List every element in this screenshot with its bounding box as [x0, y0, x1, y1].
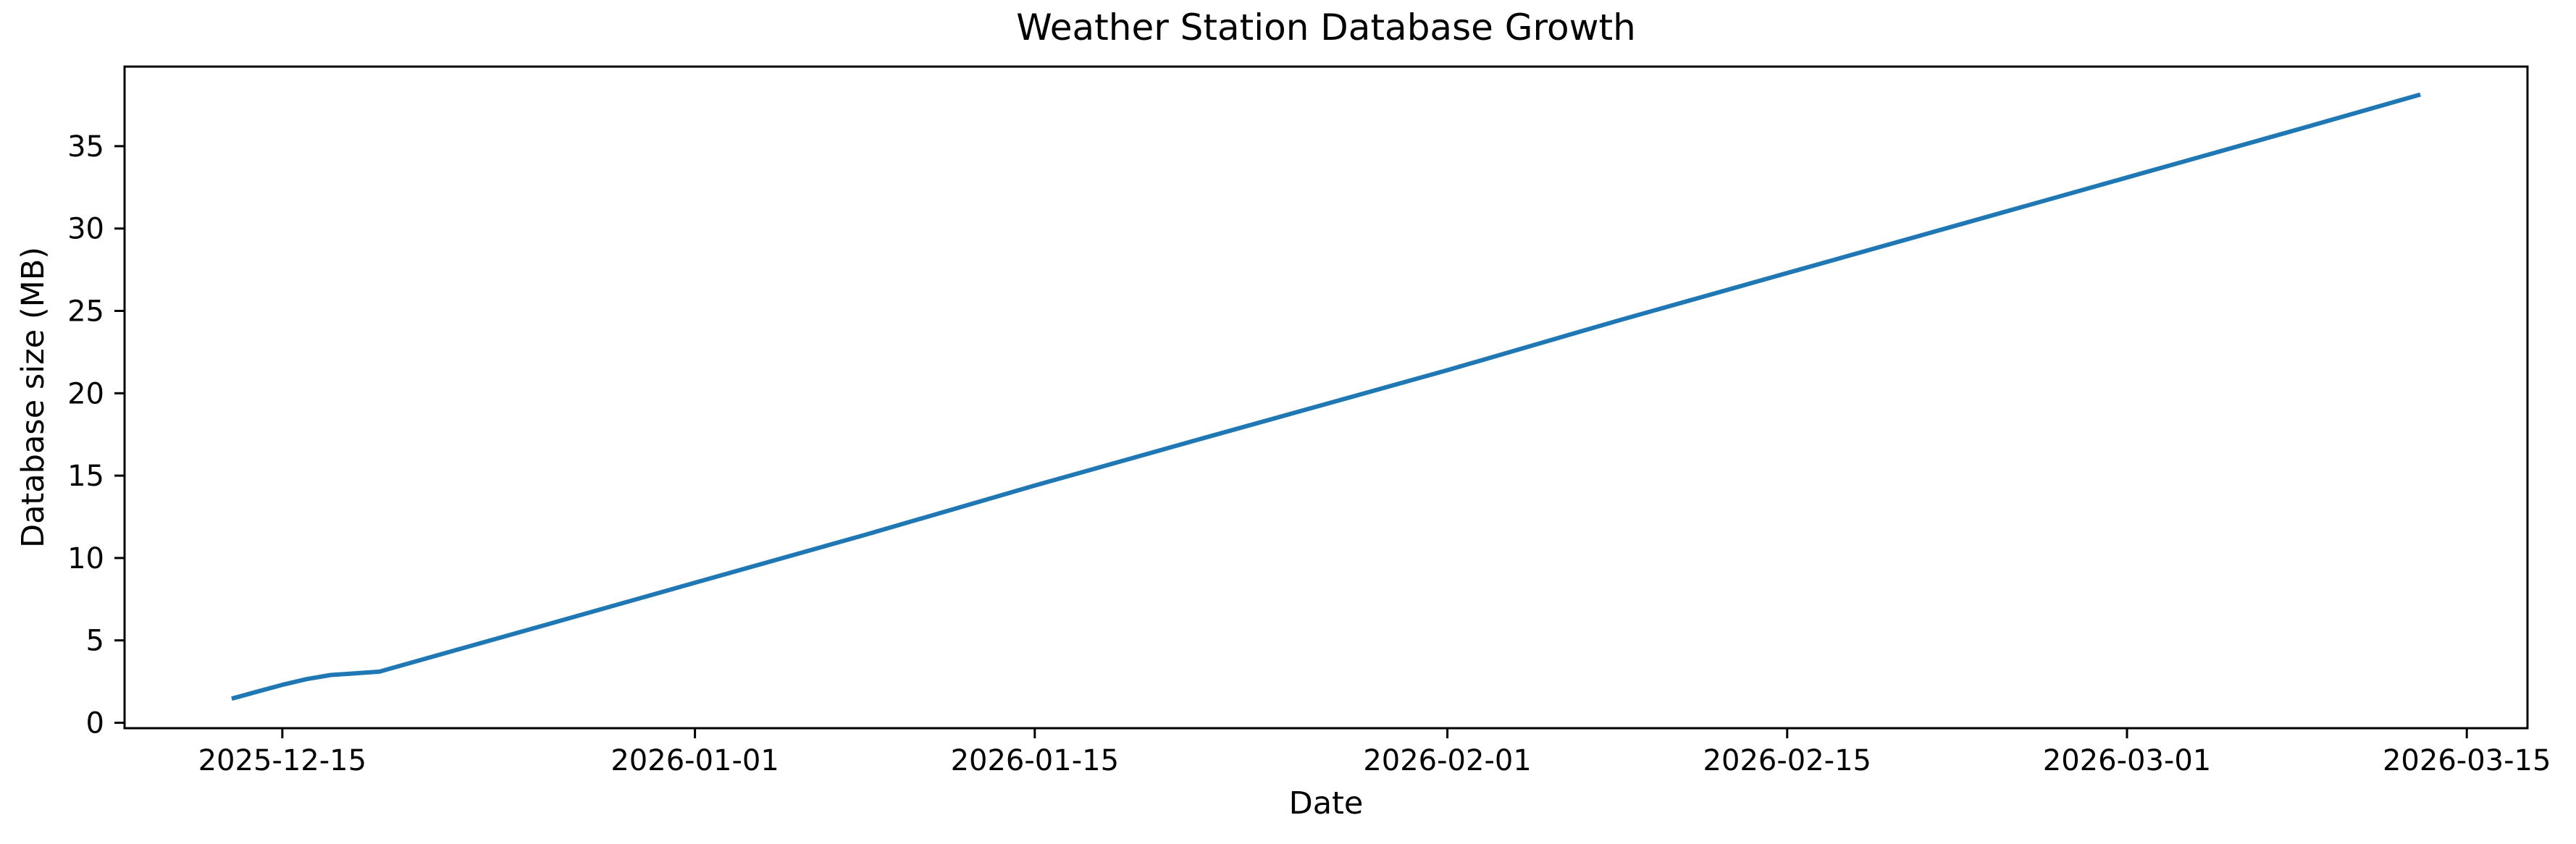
x-tick-label: 2026-01-01: [611, 744, 779, 777]
y-tick-label: 20: [67, 377, 104, 410]
x-tick-label: 2026-03-15: [2383, 744, 2551, 777]
x-tick-label: 2025-12-15: [198, 744, 366, 777]
data-line: [231, 92, 2421, 701]
y-tick-label: 15: [67, 460, 104, 493]
y-tick-label: 0: [86, 706, 104, 740]
y-tick-label: 30: [67, 213, 104, 246]
x-tick-label: 2026-01-15: [951, 744, 1119, 777]
y-tick-label: 25: [67, 295, 104, 329]
y-tick-label: 35: [67, 130, 104, 164]
y-tick-label: 10: [67, 542, 104, 575]
x-axis-label: Date: [1288, 785, 1364, 822]
y-tick-label: 5: [86, 625, 104, 658]
x-tick-label: 2026-02-01: [1363, 744, 1531, 777]
x-tick-label: 2026-03-01: [2043, 744, 2211, 777]
x-tick-label: 2026-02-15: [1703, 744, 1871, 777]
axes-spines: [123, 65, 2529, 730]
chart-title: Weather Station Database Growth: [1016, 7, 1636, 48]
